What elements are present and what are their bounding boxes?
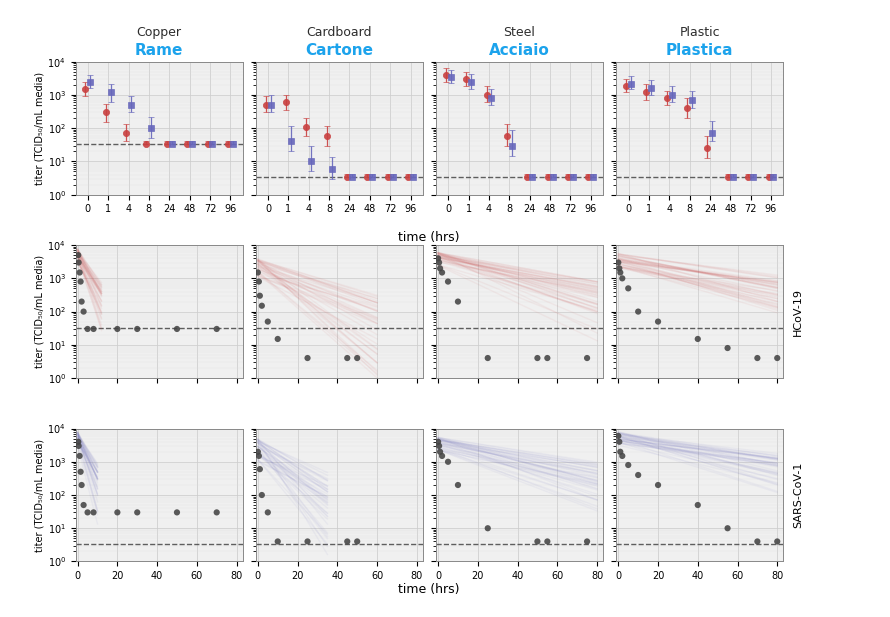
Point (86, 507, 101, 517)
Point (451, 297, 465, 307)
Point (251, 268, 265, 278)
Text: Rame: Rame (135, 43, 183, 58)
Point (580, 537, 595, 547)
Point (612, 437, 627, 447)
Text: time (hrs): time (hrs) (398, 231, 460, 244)
Point (612, 263, 627, 273)
Point (80, 507, 94, 517)
Text: SARS-CoV-1: SARS-CoV-1 (793, 462, 803, 528)
Point (481, 523, 495, 533)
Point (530, 537, 545, 547)
Point (74, 276, 88, 286)
Point (481, 353, 495, 363)
Point (255, 490, 269, 500)
Point (74, 467, 88, 477)
Point (340, 353, 354, 363)
Y-axis label: titer (TCID₅₀/mL media): titer (TCID₅₀/mL media) (35, 72, 44, 184)
Text: Steel: Steel (504, 26, 536, 39)
Point (435, 451, 449, 461)
Point (621, 283, 635, 293)
Point (580, 353, 595, 363)
Point (71, 441, 85, 451)
Point (75, 480, 89, 490)
Point (631, 470, 645, 480)
Point (75, 297, 89, 307)
Point (209, 507, 223, 517)
Point (261, 507, 275, 517)
Point (431, 254, 445, 263)
Y-axis label: titer (TCID₅₀/mL media): titer (TCID₅₀/mL media) (35, 439, 44, 552)
Point (750, 537, 765, 547)
Point (340, 537, 354, 547)
Point (691, 500, 705, 510)
Point (72, 268, 86, 278)
Point (770, 353, 784, 363)
Point (130, 507, 144, 517)
Point (721, 523, 735, 533)
Point (110, 507, 125, 517)
Point (540, 537, 554, 547)
Point (651, 317, 665, 326)
Point (253, 291, 267, 300)
Point (611, 431, 626, 441)
Y-axis label: titer (TCID₅₀/mL media): titer (TCID₅₀/mL media) (35, 255, 44, 368)
Point (209, 324, 223, 334)
Text: Cartone: Cartone (305, 43, 373, 58)
Point (86, 324, 101, 334)
Text: Plastica: Plastica (666, 43, 733, 58)
Point (71, 437, 85, 447)
Point (252, 276, 266, 286)
Point (301, 537, 315, 547)
Point (251, 447, 265, 457)
Point (431, 437, 445, 447)
Point (611, 257, 626, 267)
Point (691, 334, 705, 344)
Point (271, 537, 285, 547)
Point (750, 353, 765, 363)
Point (301, 353, 315, 363)
Point (621, 460, 635, 470)
Text: HCoV-19: HCoV-19 (793, 288, 803, 336)
Point (255, 301, 269, 311)
Point (252, 451, 266, 461)
Point (615, 273, 629, 283)
Point (80, 324, 94, 334)
Point (261, 317, 275, 326)
Point (77, 500, 91, 510)
Point (432, 257, 446, 267)
Text: time (hrs): time (hrs) (398, 582, 460, 596)
Text: Copper: Copper (136, 26, 182, 39)
Point (435, 268, 449, 278)
Text: Acciaio: Acciaio (490, 43, 550, 58)
Text: Cardboard: Cardboard (306, 26, 372, 39)
Point (77, 307, 91, 317)
Point (110, 324, 125, 334)
Point (433, 447, 447, 457)
Point (350, 353, 364, 363)
Point (433, 263, 447, 273)
Point (170, 324, 184, 334)
Point (540, 353, 554, 363)
Point (130, 324, 144, 334)
Point (72, 451, 86, 461)
Point (613, 268, 627, 278)
Point (631, 307, 645, 317)
Point (530, 353, 545, 363)
Point (170, 507, 184, 517)
Point (71, 257, 85, 267)
Point (350, 537, 364, 547)
Point (721, 343, 735, 353)
Point (441, 276, 455, 286)
Point (651, 480, 665, 490)
Point (271, 334, 285, 344)
Point (613, 447, 627, 457)
Point (253, 464, 267, 474)
Point (770, 537, 784, 547)
Point (71, 250, 85, 260)
Point (451, 480, 465, 490)
Point (615, 451, 629, 461)
Point (441, 457, 455, 466)
Text: Plastic: Plastic (679, 26, 720, 39)
Point (432, 441, 446, 451)
